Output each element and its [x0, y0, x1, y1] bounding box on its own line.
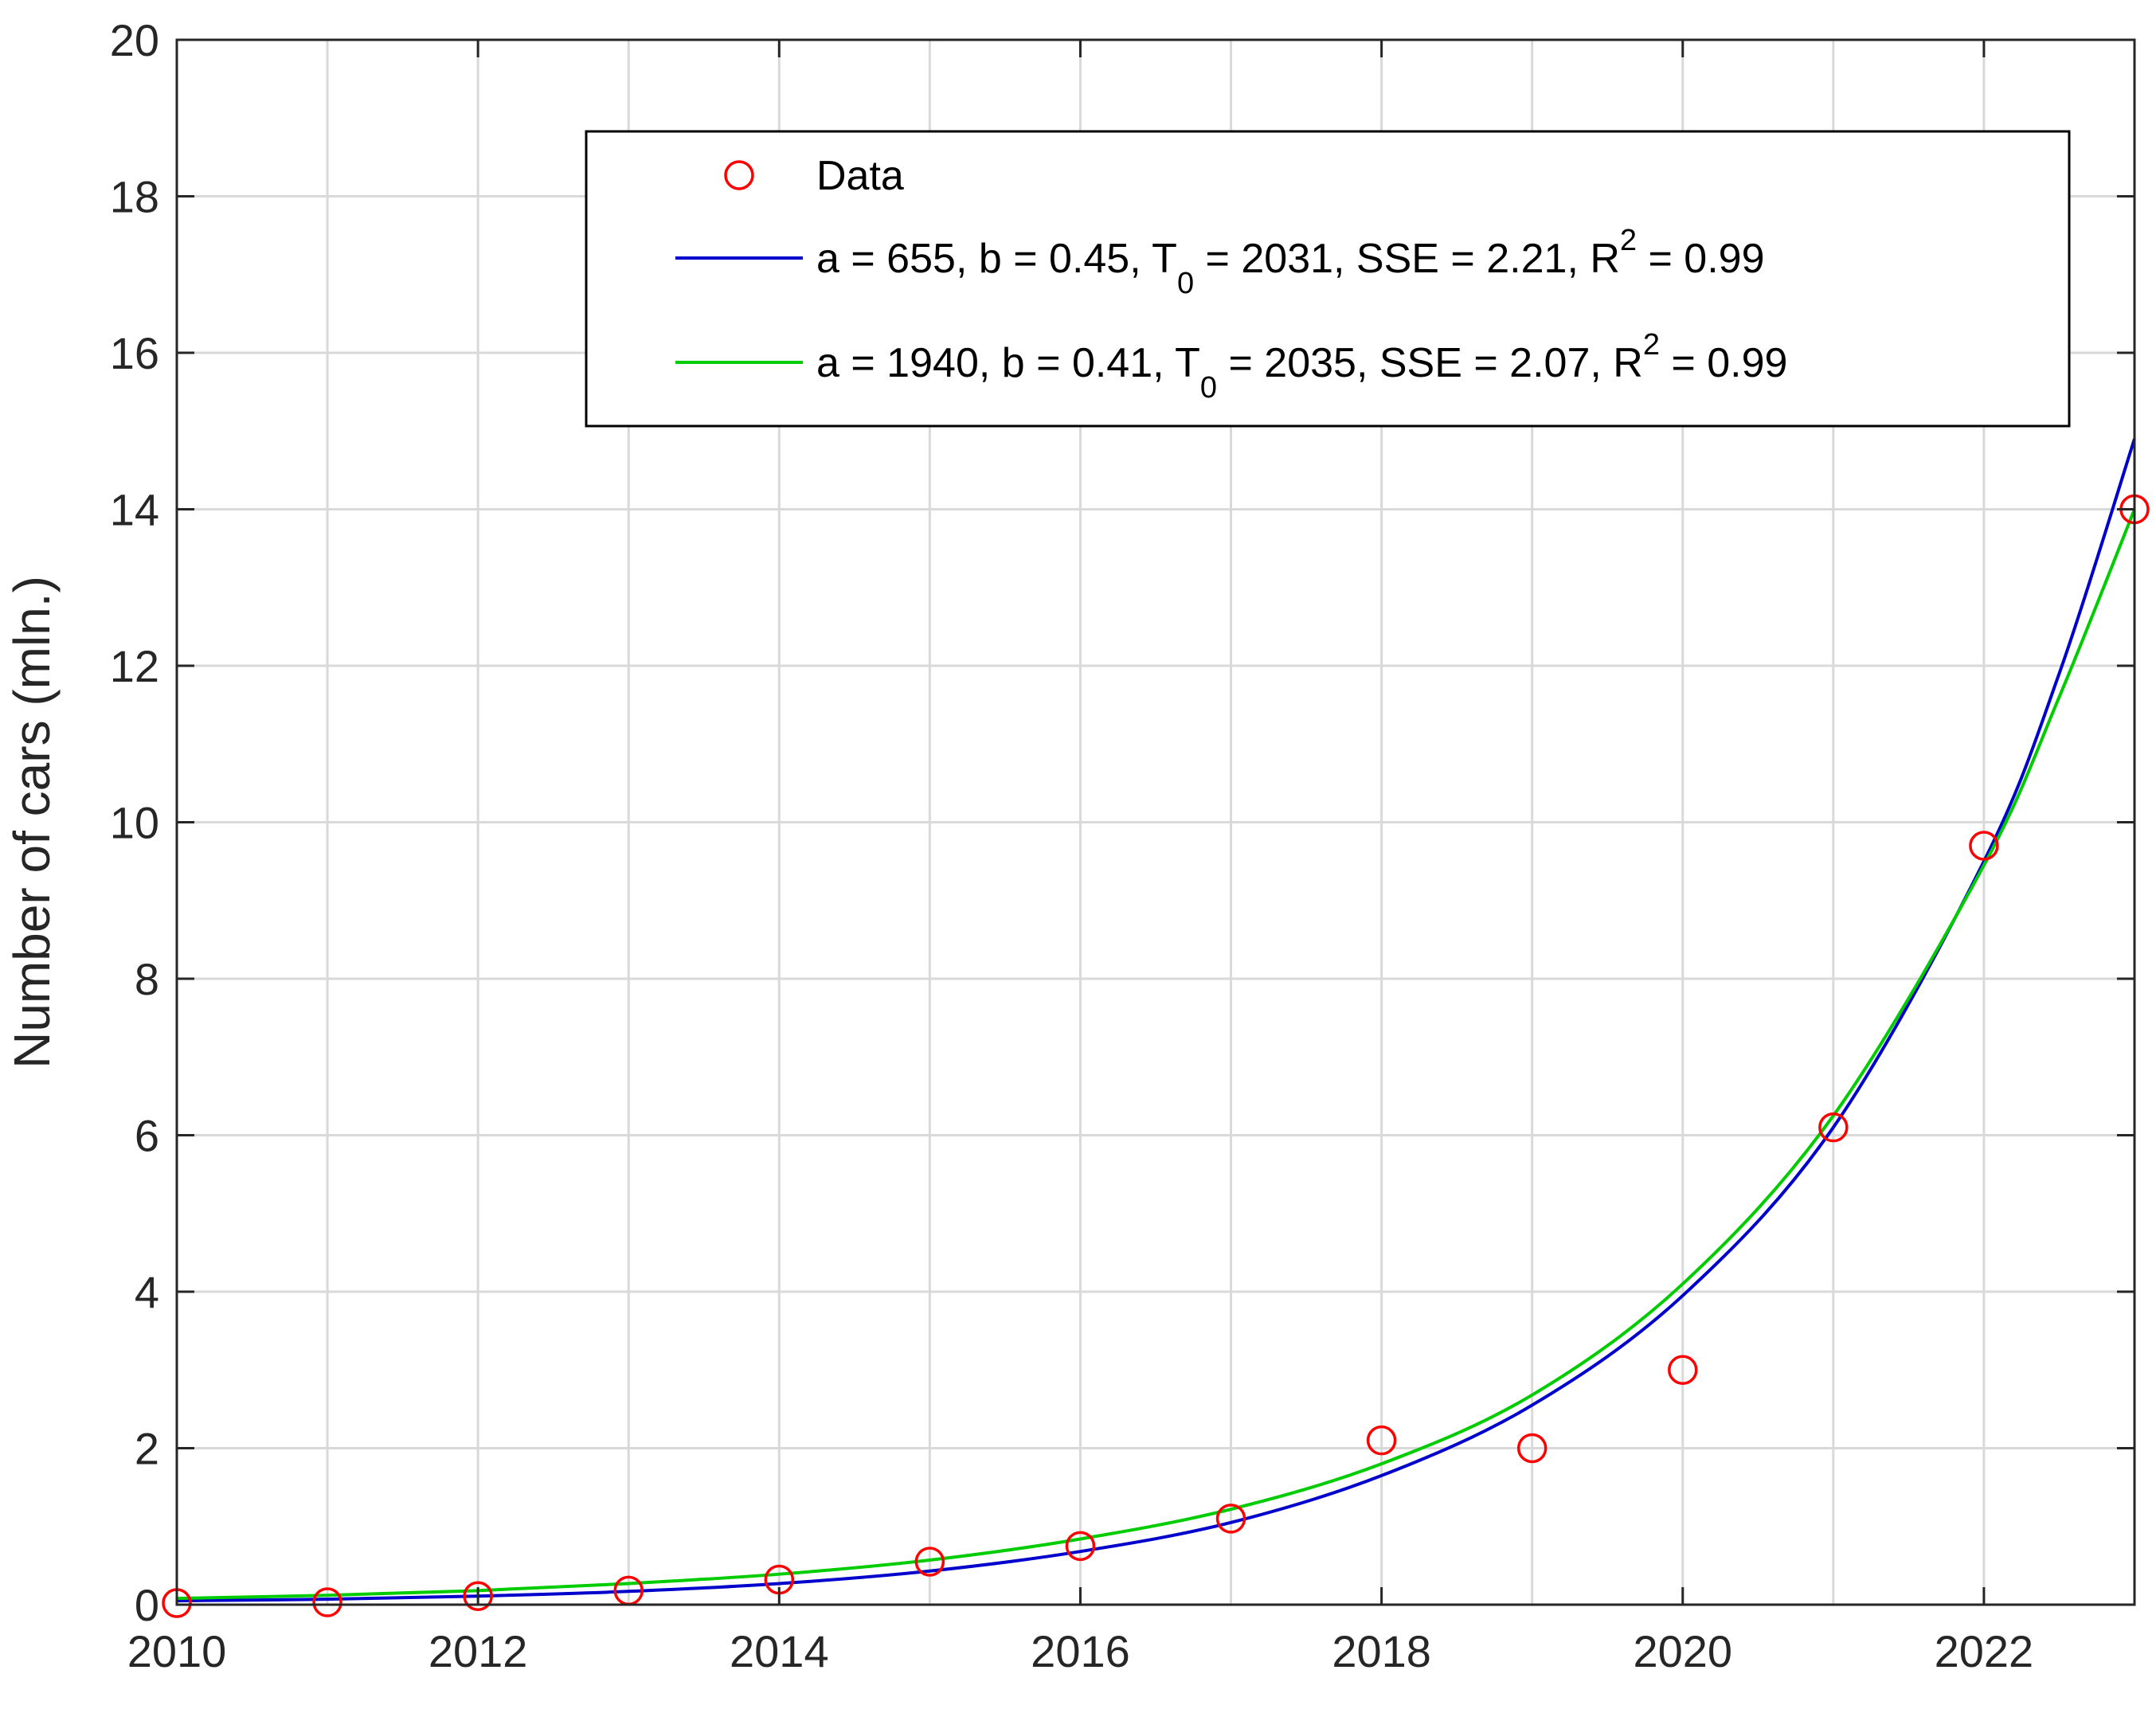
- data-point: [1969, 831, 1999, 861]
- legend[interactable]: Data a = 655, b = 0.45, T0 = 2031, SSE = …: [585, 130, 2071, 428]
- data-point: [1516, 1433, 1548, 1464]
- legend-marker: [724, 160, 754, 190]
- tick-marks: [175, 38, 2134, 1606]
- x-tick-label: 2012: [428, 1626, 528, 1676]
- x-tick-labels: 2010 2012 2014 2016 2018 2020 2022: [127, 1626, 2034, 1676]
- x-tick-label: 2020: [1633, 1626, 1732, 1676]
- y-tick-label: 2: [135, 1424, 159, 1474]
- y-tick-label: 20: [110, 15, 159, 65]
- y-tick-label: 8: [135, 954, 159, 1004]
- y-tick-label: 18: [110, 172, 159, 222]
- series-line-2: [176, 508, 2136, 1601]
- legend-label: a = 1940, b = 0.41, T0 = 2035, SSE = 2.0…: [816, 328, 1787, 405]
- y-tick-label: 4: [135, 1267, 159, 1317]
- data-point: [1215, 1504, 1246, 1534]
- y-tick-label: 12: [110, 641, 159, 691]
- data-point: [1065, 1531, 1096, 1562]
- data-point: [1818, 1112, 1849, 1143]
- y-tick-labels: 0 2 4 6 8 10 12 14 16 18 20: [110, 15, 159, 1630]
- data-point: [463, 1581, 493, 1611]
- data-point: [1366, 1425, 1397, 1456]
- legend-entry-0[interactable]: Data: [724, 153, 904, 199]
- legend-label: Data: [816, 153, 904, 199]
- legend-entry-2[interactable]: a = 1940, b = 0.41, T0 = 2035, SSE = 2.0…: [675, 328, 1787, 405]
- y-tick-label: 16: [110, 328, 159, 378]
- y-tick-label: 14: [110, 485, 159, 535]
- y-tick-label: 0: [135, 1580, 159, 1630]
- legend-box: [585, 130, 2071, 428]
- legend-entry-1[interactable]: a = 655, b = 0.45, T0 = 2031, SSE = 2.21…: [675, 224, 1765, 300]
- x-tick-label: 2010: [127, 1626, 227, 1676]
- x-tick-label: 2016: [1031, 1626, 1130, 1676]
- legend-entries: Data a = 655, b = 0.45, T0 = 2031, SSE = …: [675, 153, 1787, 405]
- series-layer: [162, 438, 2150, 1618]
- data-point: [312, 1587, 342, 1617]
- y-tick-label: 10: [110, 798, 159, 848]
- y-axis-label: Number of cars (mln.): [3, 576, 61, 1069]
- x-tick-label: 2018: [1332, 1626, 1431, 1676]
- y-tick-label: 6: [135, 1111, 159, 1161]
- legend-label: a = 655, b = 0.45, T0 = 2031, SSE = 2.21…: [816, 224, 1765, 300]
- x-tick-label: 2014: [730, 1626, 829, 1676]
- x-tick-label: 2022: [1935, 1626, 2034, 1676]
- data-point: [1668, 1355, 1698, 1385]
- data-point: [914, 1547, 945, 1577]
